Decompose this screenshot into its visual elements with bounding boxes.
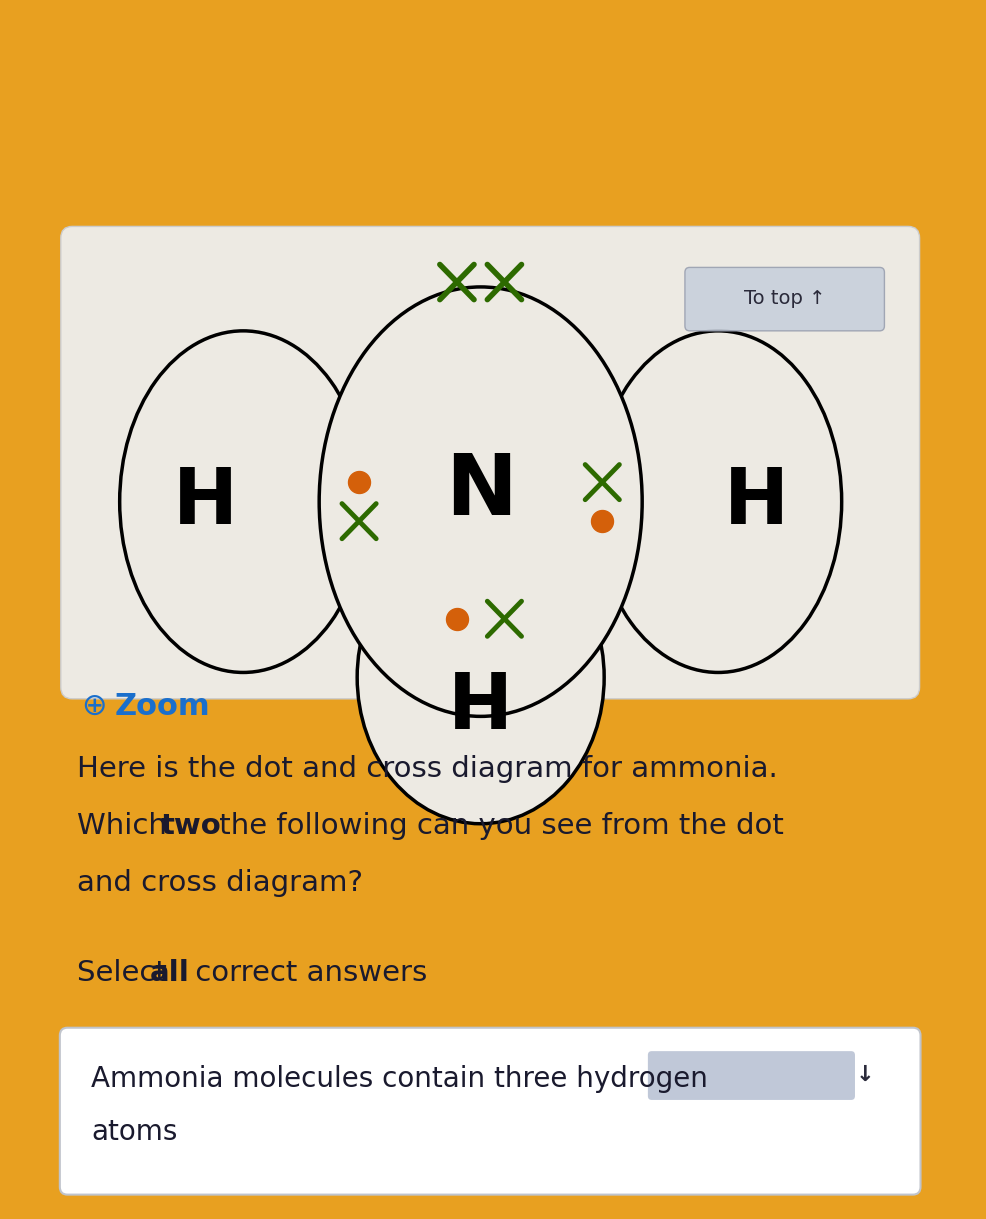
Ellipse shape [357,531,603,824]
Text: all: all [150,959,189,987]
Text: correct answers: correct answers [186,959,427,987]
Text: the following can you see from the dot: the following can you see from the dot [210,812,783,840]
Text: two: two [161,812,221,840]
Ellipse shape [318,286,642,717]
Text: H: H [723,463,788,540]
FancyBboxPatch shape [60,1028,920,1195]
Ellipse shape [119,330,367,673]
Point [594,512,609,531]
Point [449,610,464,629]
Ellipse shape [595,330,841,673]
Text: ↓: ↓ [855,1064,874,1085]
Text: Zoom: Zoom [114,692,210,722]
Text: ⊕: ⊕ [82,692,107,722]
Text: Here is the dot and cross diagram for ammonia.: Here is the dot and cross diagram for am… [77,756,777,784]
FancyBboxPatch shape [684,267,883,330]
Text: atoms: atoms [91,1119,177,1147]
Text: Select: Select [77,959,176,987]
Text: N: N [445,450,516,534]
Text: Which: Which [77,812,176,840]
Text: H: H [448,668,513,745]
FancyBboxPatch shape [61,227,919,698]
Point [351,473,367,492]
Text: To top ↑: To top ↑ [743,289,824,308]
Text: Ammonia molecules contain three hydrogen: Ammonia molecules contain three hydrogen [91,1065,707,1092]
FancyBboxPatch shape [647,1051,854,1100]
Text: and cross diagram?: and cross diagram? [77,869,363,897]
Text: H: H [173,463,238,540]
